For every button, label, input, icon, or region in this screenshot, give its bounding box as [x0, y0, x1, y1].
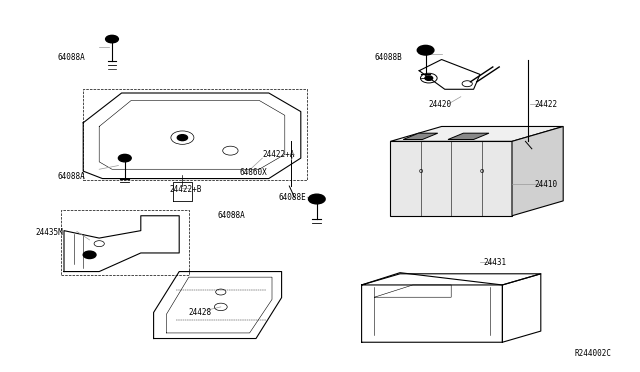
Text: 64088A: 64088A: [58, 53, 85, 62]
Text: 24422+B: 24422+B: [170, 185, 202, 194]
Text: 24431: 24431: [483, 258, 506, 267]
Text: 64088E: 64088E: [278, 193, 306, 202]
Circle shape: [118, 154, 131, 162]
Text: 24428: 24428: [189, 308, 212, 317]
Text: 24420: 24420: [429, 100, 452, 109]
Text: 64860X: 64860X: [240, 169, 268, 177]
Circle shape: [83, 251, 96, 259]
Text: R244002C: R244002C: [574, 349, 611, 358]
Text: o: o: [479, 168, 484, 174]
Text: 64088B: 64088B: [374, 53, 402, 62]
Polygon shape: [403, 133, 438, 140]
Polygon shape: [448, 133, 489, 140]
Text: 64088A: 64088A: [58, 172, 85, 181]
Text: 24435M: 24435M: [35, 228, 63, 237]
Polygon shape: [390, 141, 512, 216]
Text: 64088A: 64088A: [218, 211, 245, 220]
Text: 24410: 24410: [534, 180, 557, 189]
Circle shape: [417, 45, 434, 55]
Circle shape: [106, 35, 118, 43]
Polygon shape: [512, 126, 563, 216]
Text: 24422: 24422: [534, 100, 557, 109]
Text: o: o: [419, 168, 423, 174]
Circle shape: [177, 135, 188, 141]
Circle shape: [425, 76, 433, 80]
Circle shape: [308, 194, 325, 204]
Text: 24422+A: 24422+A: [262, 150, 295, 159]
Polygon shape: [390, 126, 563, 141]
